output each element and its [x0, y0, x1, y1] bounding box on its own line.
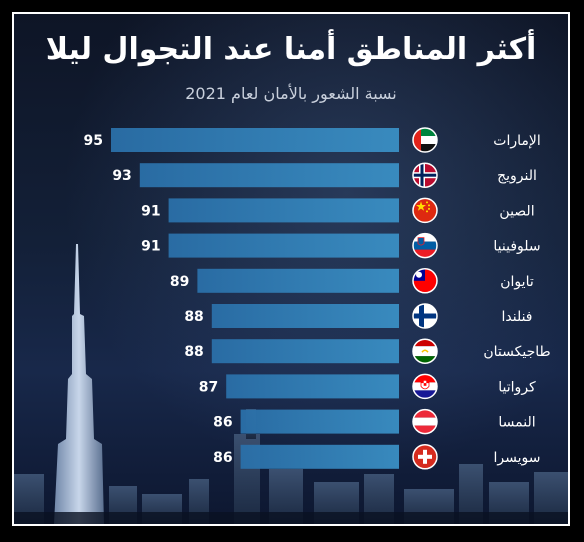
croatia-flag-icon: [413, 374, 437, 399]
uae-flag-icon: [413, 128, 437, 152]
category-label: كرواتيا: [498, 379, 536, 395]
value-label: 95: [84, 133, 103, 149]
slovenia-flag-icon: [413, 233, 437, 258]
value-label: 88: [184, 309, 203, 325]
category-label: سلوفينيا: [493, 239, 540, 255]
flag-ring: [412, 303, 438, 329]
bar: [240, 409, 399, 434]
flag-ring: [412, 232, 438, 259]
flag-ring: [412, 444, 438, 470]
taiwan-flag-icon: [413, 268, 437, 293]
flag-ring: [412, 162, 438, 188]
category-label: سويسرا: [494, 450, 541, 466]
value-label: 86: [213, 415, 232, 431]
ground-glow: [14, 512, 568, 524]
category-label: الإمارات: [493, 133, 540, 149]
chart-title: أكثر المناطق أمنا عند التجوال ليلا: [45, 32, 537, 67]
value-label: 91: [141, 203, 160, 219]
bar: [211, 304, 399, 328]
value-label: 93: [112, 168, 131, 184]
bar: [240, 444, 399, 469]
value-label: 88: [184, 344, 203, 360]
burj-khalifa-tower: [54, 244, 104, 524]
value-label: 91: [141, 239, 160, 255]
chart-subtitle: نسبة الشعور بالأمان لعام 2021: [185, 84, 397, 103]
flag-ring: [412, 338, 438, 364]
bar: [168, 198, 399, 223]
bar: [111, 128, 399, 152]
bar: [211, 339, 399, 364]
category-label: تايوان: [500, 274, 534, 290]
flag-ring: [412, 268, 438, 294]
category-label: الصين: [499, 203, 534, 219]
austria-flag-icon: [413, 409, 437, 434]
bar: [139, 163, 400, 188]
bar: [197, 268, 399, 293]
tajikistan-flag-icon: [413, 339, 437, 364]
flag-ring: [412, 197, 438, 224]
infographic-panel: أكثر المناطق أمنا عند التجوال ليلا نسبة …: [12, 12, 570, 526]
flag-ring: [412, 127, 438, 153]
bar: [226, 374, 399, 399]
value-label: 86: [213, 450, 232, 466]
category-label: النرويج: [497, 168, 537, 184]
bar-chart: 95 الإمارات 93 النرويج 91 الصين 91 سلوفينيا 89 تا…: [84, 127, 551, 470]
value-label: 87: [199, 379, 218, 395]
category-label: طاجيكستان: [483, 344, 550, 360]
bar: [168, 233, 399, 258]
category-label: فنلندا: [501, 309, 532, 325]
category-label: النمسا: [498, 415, 535, 431]
flag-ring: [412, 408, 438, 435]
value-label: 89: [170, 274, 189, 290]
flag-ring: [412, 373, 438, 400]
